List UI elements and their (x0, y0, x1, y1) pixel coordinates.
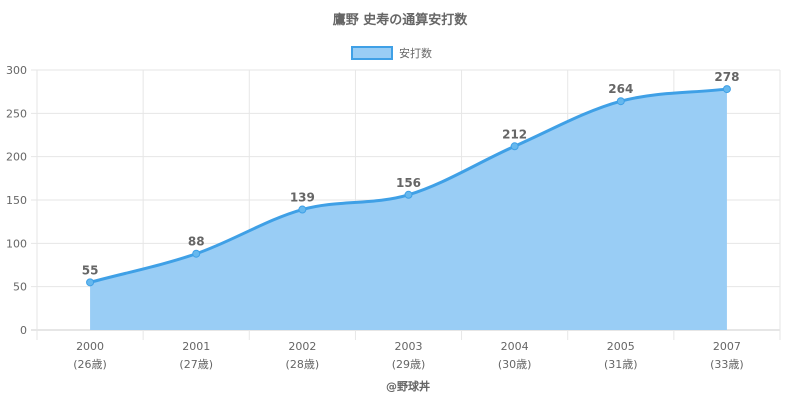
x-tick-sublabel: (31歳) (604, 358, 638, 371)
data-point (298, 205, 307, 214)
y-tick-label: 100 (6, 237, 27, 250)
data-point (192, 249, 201, 258)
x-tick-label: 2005 (607, 340, 635, 353)
axes: 0 50 100 150 200 250 300 2000 (26歳) 2001 (27歳) 2002… (6, 64, 744, 371)
data-label: 88 (188, 235, 205, 249)
data-label: 55 (82, 263, 99, 277)
data-label: 139 (290, 191, 315, 205)
series-area (90, 89, 727, 330)
data-point (616, 97, 625, 106)
x-tick-sublabel: (26歳) (73, 358, 107, 371)
chart-credit: @野球丼 (386, 379, 430, 393)
x-tick-sublabel: (33歳) (710, 358, 744, 371)
y-tick-label: 50 (13, 281, 27, 294)
x-tick-sublabel: (29歳) (392, 358, 426, 371)
data-point (722, 85, 731, 94)
area-layer (89, 87, 728, 330)
y-tick-label: 300 (6, 64, 27, 77)
x-tick-label: 2007 (713, 340, 741, 353)
x-tick-label: 2000 (76, 340, 104, 353)
data-point (404, 190, 413, 199)
points (86, 85, 731, 287)
y-tick-label: 0 (20, 324, 27, 337)
legend-label: 安打数 (399, 46, 432, 60)
data-label: 278 (714, 70, 739, 84)
x-tick-label: 2003 (395, 340, 423, 353)
x-tick-label: 2004 (501, 340, 529, 353)
data-point (86, 278, 95, 287)
data-labels: 55 88 139 156 212 264 278 (82, 70, 740, 277)
x-tick-sublabel: (30歳) (498, 358, 532, 371)
x-tick-sublabel: (28歳) (286, 358, 320, 371)
x-tick-sublabel: (27歳) (179, 358, 213, 371)
x-tick-label: 2001 (182, 340, 210, 353)
data-label: 264 (608, 82, 633, 96)
data-point (510, 142, 519, 151)
legend[interactable]: 安打数 (351, 46, 432, 60)
data-label: 212 (502, 127, 527, 141)
chart-title: 鷹野 史寿の通算安打数 (333, 12, 469, 28)
y-tick-label: 200 (6, 151, 27, 164)
data-label: 156 (396, 176, 421, 190)
y-tick-label: 150 (6, 194, 27, 207)
legend-swatch (351, 46, 393, 60)
x-tick-label: 2002 (288, 340, 316, 353)
y-tick-label: 250 (6, 107, 27, 120)
